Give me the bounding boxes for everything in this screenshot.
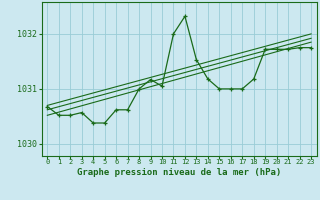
- X-axis label: Graphe pression niveau de la mer (hPa): Graphe pression niveau de la mer (hPa): [77, 168, 281, 177]
